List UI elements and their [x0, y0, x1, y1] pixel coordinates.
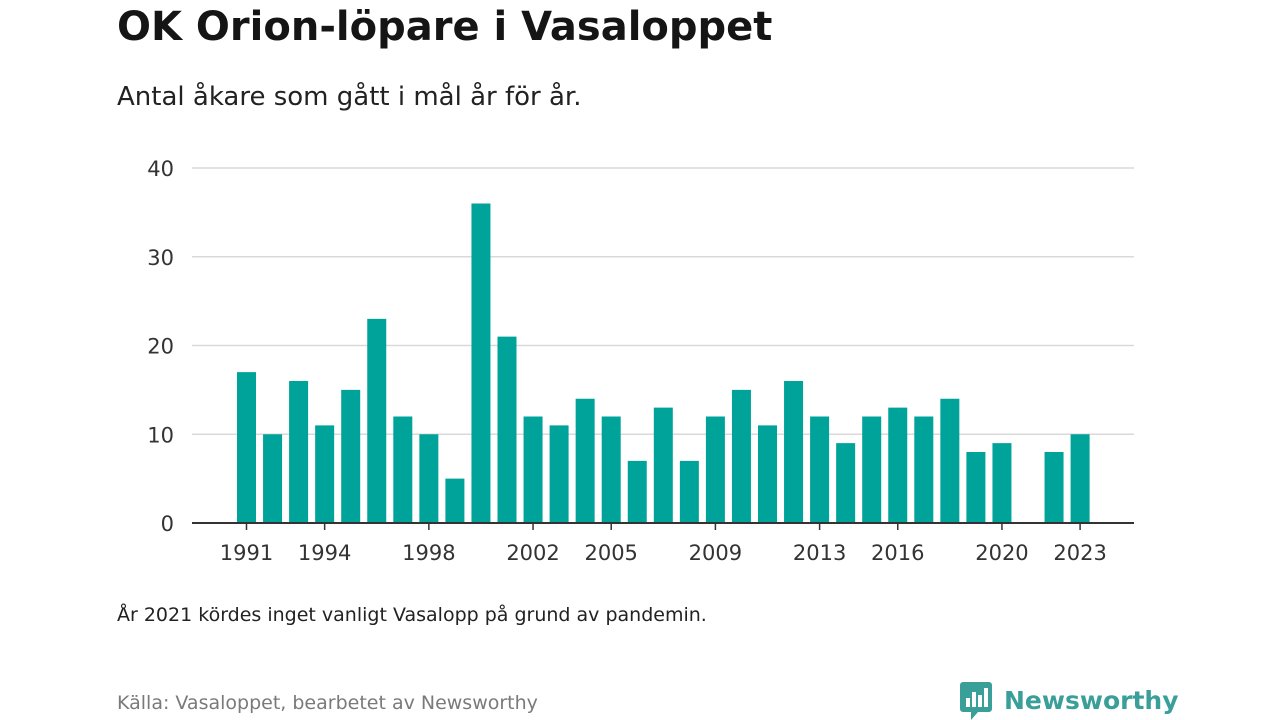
bar-2011	[758, 425, 777, 523]
x-tick-label: 2016	[871, 541, 924, 565]
bar-2022	[1044, 452, 1064, 523]
x-tick-label: 2020	[975, 541, 1028, 565]
bar-1996	[367, 318, 387, 523]
bar-2010	[731, 389, 751, 523]
y-tick-label: 40	[147, 157, 174, 181]
chart-note: År 2021 kördes inget vanligt Vasalopp på…	[117, 604, 707, 626]
bar-2005	[601, 416, 621, 523]
x-tick-label: 2023	[1053, 541, 1106, 565]
bar-2003	[549, 425, 569, 523]
y-tick-label: 30	[147, 246, 174, 270]
source-credit: Källa: Vasaloppet, bearbetet av Newswort…	[117, 692, 538, 714]
bar-2006	[627, 460, 647, 523]
bar-2001	[497, 336, 517, 523]
y-tick-label: 20	[147, 335, 174, 359]
brand-logo: Newsworthy	[960, 680, 1179, 720]
brand-name: Newsworthy	[1004, 685, 1179, 715]
bar-2004	[575, 398, 595, 523]
x-tick-label: 2013	[793, 541, 846, 565]
bar-2015	[862, 416, 882, 523]
bar-2019	[966, 452, 986, 523]
bar-2018	[940, 398, 960, 523]
bar-2012	[784, 381, 804, 523]
bar-2002	[523, 416, 543, 523]
bar-2000	[471, 203, 491, 523]
bar-1994	[315, 425, 335, 523]
x-tick-label: 1998	[402, 541, 455, 565]
bar-2020	[992, 443, 1012, 523]
bar-2007	[653, 407, 673, 523]
bar-1997	[393, 416, 413, 523]
bar-chart: 0 10 20 30 40 1991 1994 1998 2002 2005 2009 2013 201…	[147, 157, 1134, 565]
bar-2016	[888, 407, 908, 523]
x-tick-label: 2005	[584, 541, 637, 565]
x-tick-label: 2009	[689, 541, 742, 565]
y-tick-label: 0	[161, 512, 174, 536]
x-tick-label: 2002	[506, 541, 559, 565]
bar-1991	[237, 372, 256, 523]
newsworthy-logo-icon	[960, 682, 992, 720]
bar-2008	[679, 460, 699, 523]
bar-1995	[341, 389, 361, 523]
chart-title: OK Orion-löpare i Vasaloppet	[117, 4, 773, 50]
x-tick-label: 1991	[220, 541, 273, 565]
bar-2017	[914, 416, 934, 523]
bar-1992	[263, 434, 283, 523]
y-tick-label: 10	[147, 423, 174, 447]
chart-subtitle: Antal åkare som gått i mål år för år.	[117, 82, 582, 112]
bar-2009	[705, 416, 725, 523]
bar-2013	[810, 416, 830, 523]
bar-1999	[445, 478, 465, 523]
bar-1993	[289, 381, 309, 523]
bar-2014	[836, 443, 856, 523]
bar-1998	[419, 434, 439, 523]
bar-2023	[1070, 434, 1090, 523]
x-tick-label: 1994	[298, 541, 351, 565]
